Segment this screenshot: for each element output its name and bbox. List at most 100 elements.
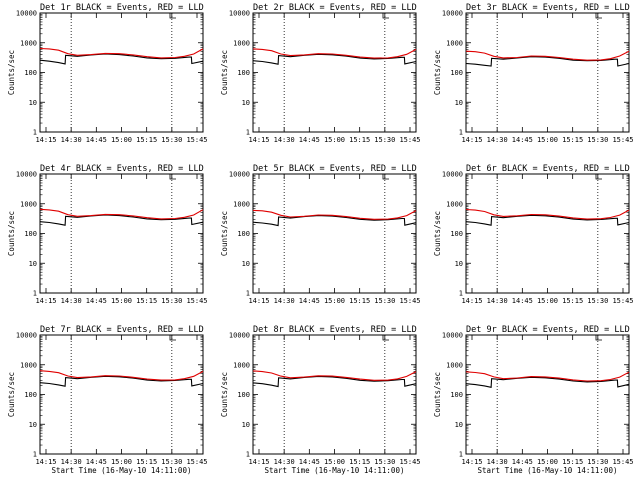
top-marker (169, 174, 176, 180)
series-line-lld (465, 208, 630, 220)
x-tick-label: 14:30 (487, 136, 508, 144)
y-tick-label: 10000 (229, 332, 250, 340)
y-axis-label: Counts/sec (220, 211, 229, 256)
y-tick-label: 100 (450, 230, 463, 238)
y-tick-label: 100 (24, 391, 37, 399)
y-tick-label: 100 (450, 69, 463, 77)
plot-frame (252, 334, 417, 455)
series-line-lld (465, 371, 630, 382)
x-tick-label: 15:00 (111, 136, 132, 144)
panel-2: Det 2r BLACK = Events, RED = LLD 1 10 100 10… (220, 3, 421, 144)
panel-7: Det 7r BLACK = Events, RED = LLD 1 10 100 10… (7, 325, 208, 475)
top-marker (169, 13, 176, 19)
x-tick-label: 14:45 (512, 297, 533, 305)
x-tick-label: 15:00 (324, 458, 345, 466)
x-tick-label: 15:00 (111, 458, 132, 466)
x-tick-label: 15:15 (349, 458, 370, 466)
panel-title: Det 8r BLACK = Events, RED = LLD (253, 325, 417, 335)
x-tick-label: 15:45 (186, 136, 207, 144)
y-tick-label: 10000 (16, 332, 37, 340)
y-tick-label: 1000 (20, 200, 37, 208)
y-tick-label: 10 (455, 260, 463, 268)
x-tick-label: 15:15 (349, 297, 370, 305)
x-tick-label: 14:15 (461, 458, 482, 466)
x-tick-label: 15:30 (161, 136, 182, 144)
plot-frame (465, 12, 630, 133)
panel-1: Det 1r BLACK = Events, RED = LLD 1 10 100 10… (7, 3, 208, 144)
plot-frame (252, 173, 417, 294)
y-tick-label: 100 (237, 230, 250, 238)
series-line-events (252, 215, 417, 227)
x-tick-label: 15:15 (136, 136, 157, 144)
x-tick-label: 15:45 (399, 136, 420, 144)
y-tick-label: 10000 (442, 10, 463, 18)
x-tick-label: 14:30 (274, 136, 295, 144)
panel-title: Det 2r BLACK = Events, RED = LLD (253, 3, 417, 13)
x-tick-label: 15:00 (324, 136, 345, 144)
y-tick-label: 1 (33, 451, 37, 459)
x-tick-label: 15:15 (349, 136, 370, 144)
y-tick-label: 1 (246, 290, 250, 298)
y-tick-label: 10 (455, 421, 463, 429)
y-tick-label: 10000 (229, 10, 250, 18)
y-tick-label: 1000 (446, 200, 463, 208)
x-tick-label: 15:15 (136, 297, 157, 305)
series-line-events (39, 375, 204, 387)
top-marker (595, 335, 602, 341)
plot-frame (39, 12, 204, 133)
x-tick-label: 15:30 (374, 136, 395, 144)
x-tick-label: 15:45 (612, 458, 633, 466)
y-tick-label: 1000 (233, 39, 250, 47)
series-line-lld (252, 48, 417, 59)
y-tick-label: 10 (242, 260, 250, 268)
x-tick-label: 15:00 (324, 297, 345, 305)
plot-frame (465, 173, 630, 294)
x-tick-label: 15:45 (186, 297, 207, 305)
series-line-events (39, 53, 204, 65)
series-line-lld (252, 209, 417, 220)
y-tick-label: 1000 (446, 361, 463, 369)
y-tick-label: 10 (242, 99, 250, 107)
y-tick-label: 1 (246, 129, 250, 137)
y-tick-label: 1000 (20, 39, 37, 47)
y-tick-label: 10000 (442, 332, 463, 340)
y-tick-label: 1 (33, 129, 37, 137)
x-tick-label: 14:45 (299, 458, 320, 466)
y-tick-label: 1 (459, 129, 463, 137)
y-tick-label: 1000 (233, 361, 250, 369)
series-line-events (465, 214, 630, 226)
y-axis-label: Counts/sec (433, 211, 442, 256)
panel-title: Det 7r BLACK = Events, RED = LLD (40, 325, 204, 335)
panel-8: Det 8r BLACK = Events, RED = LLD 1 10 100 10… (220, 325, 421, 475)
x-tick-label: 15:00 (537, 136, 558, 144)
y-axis-label: Counts/sec (7, 211, 16, 256)
y-tick-label: 1000 (446, 39, 463, 47)
x-tick-label: 15:45 (186, 458, 207, 466)
panel-title: Det 9r BLACK = Events, RED = LLD (466, 325, 630, 335)
panel-title: Det 3r BLACK = Events, RED = LLD (466, 3, 630, 13)
top-marker (595, 13, 602, 19)
y-tick-label: 10 (242, 421, 250, 429)
x-tick-label: 14:30 (487, 297, 508, 305)
y-tick-label: 10 (29, 260, 37, 268)
panel-title: Det 1r BLACK = Events, RED = LLD (40, 3, 204, 13)
panel-6: Det 6r BLACK = Events, RED = LLD 1 10 100 10… (433, 164, 634, 305)
top-marker (382, 174, 389, 180)
x-tick-label: 14:15 (35, 136, 56, 144)
x-tick-label: 15:00 (537, 297, 558, 305)
x-tick-label: 15:30 (161, 458, 182, 466)
panel-5: Det 5r BLACK = Events, RED = LLD 1 10 100 10… (220, 164, 421, 305)
series-line-events (252, 375, 417, 388)
y-tick-label: 1000 (233, 200, 250, 208)
x-tick-label: 14:30 (274, 297, 295, 305)
series-line-events (39, 214, 204, 226)
x-tick-label: 15:45 (612, 297, 633, 305)
x-tick-label: 14:30 (487, 458, 508, 466)
plot-frame (39, 334, 204, 455)
series-line-events (252, 53, 417, 65)
x-tick-label: 14:15 (461, 297, 482, 305)
y-tick-label: 1 (459, 290, 463, 298)
x-tick-label: 14:15 (248, 136, 269, 144)
x-axis-label: Start Time (16-May-10 14:11:00) (478, 466, 618, 475)
